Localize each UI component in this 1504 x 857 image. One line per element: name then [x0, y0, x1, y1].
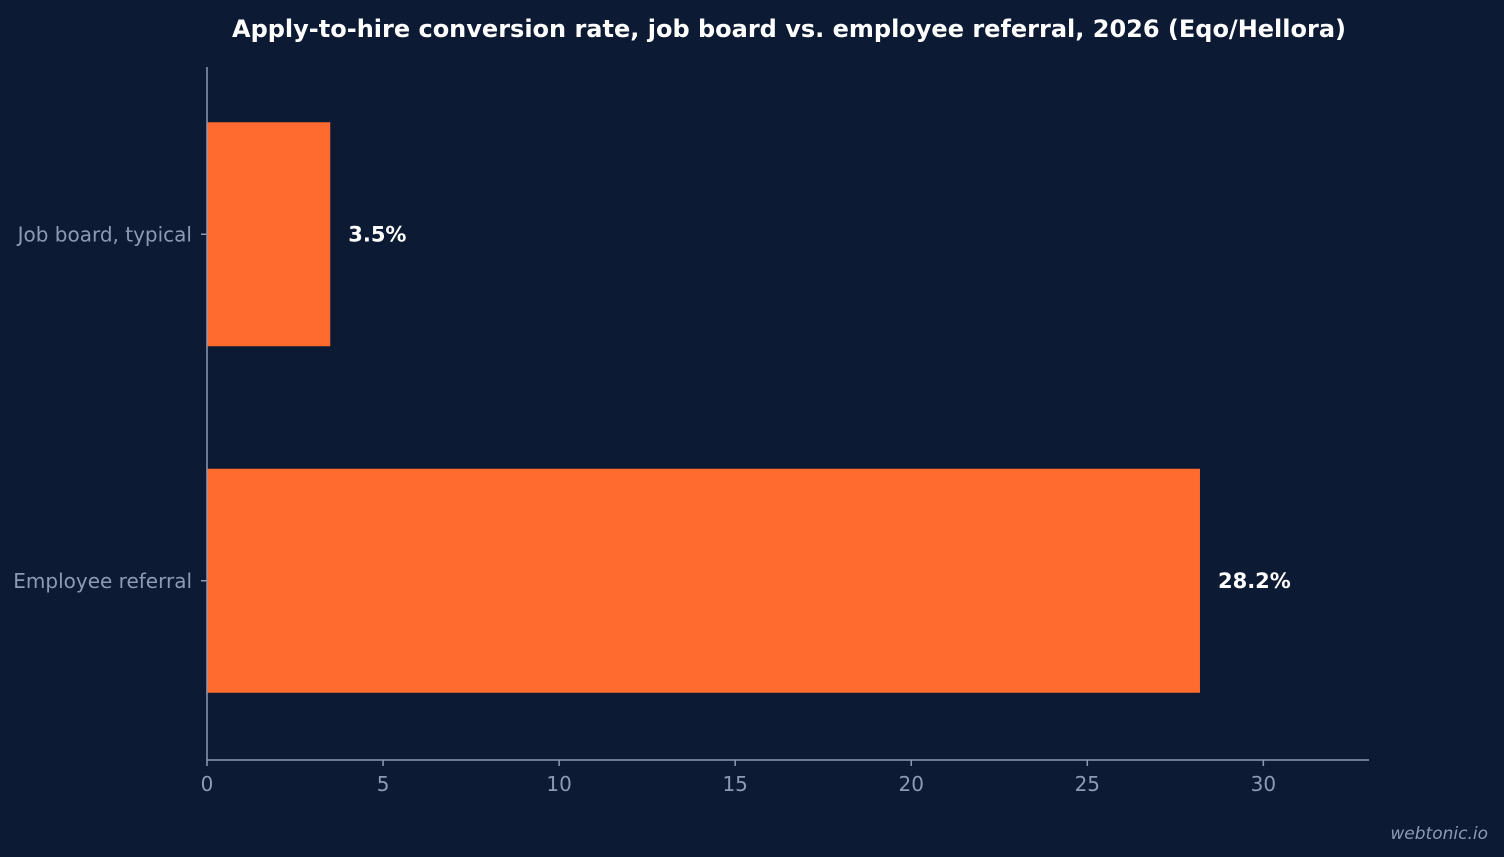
category-label: Job board, typical: [16, 222, 192, 246]
x-tick-label: 10: [546, 772, 571, 796]
x-tick-label: 15: [722, 772, 747, 796]
x-tick-label: 20: [899, 772, 924, 796]
category-label: Employee referral: [13, 569, 192, 593]
bar: [207, 122, 331, 347]
watermark: webtonic.io: [1390, 824, 1488, 844]
x-tick-label: 30: [1251, 772, 1276, 796]
data-label: 3.5%: [348, 222, 406, 246]
data-label: 28.2%: [1218, 569, 1291, 593]
x-tick-label: 25: [1075, 772, 1100, 796]
plot-area: Job board, typical 3.5% Employee referral 2…: [13, 67, 1369, 796]
x-tick-label: 5: [377, 772, 390, 796]
x-tick-label: 0: [201, 772, 214, 796]
bar: [207, 468, 1200, 693]
chart-title: Apply-to-hire conversion rate, job board…: [232, 15, 1346, 43]
